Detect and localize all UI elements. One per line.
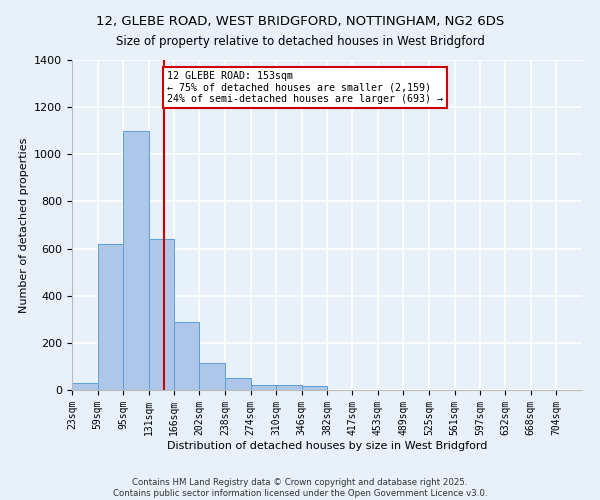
- Bar: [225, 378, 251, 390]
- Bar: [302, 386, 328, 390]
- Bar: [276, 386, 302, 390]
- Bar: [149, 239, 174, 390]
- Bar: [72, 383, 98, 390]
- Bar: [123, 130, 149, 390]
- Bar: [199, 363, 225, 390]
- Text: Size of property relative to detached houses in West Bridgford: Size of property relative to detached ho…: [116, 35, 484, 48]
- Bar: [251, 386, 276, 390]
- Text: 12 GLEBE ROAD: 153sqm
← 75% of detached houses are smaller (2,159)
24% of semi-d: 12 GLEBE ROAD: 153sqm ← 75% of detached …: [167, 70, 443, 104]
- Bar: [98, 244, 123, 390]
- X-axis label: Distribution of detached houses by size in West Bridgford: Distribution of detached houses by size …: [167, 440, 487, 450]
- Bar: [174, 322, 199, 390]
- Y-axis label: Number of detached properties: Number of detached properties: [19, 138, 29, 312]
- Text: Contains HM Land Registry data © Crown copyright and database right 2025.
Contai: Contains HM Land Registry data © Crown c…: [113, 478, 487, 498]
- Text: 12, GLEBE ROAD, WEST BRIDGFORD, NOTTINGHAM, NG2 6DS: 12, GLEBE ROAD, WEST BRIDGFORD, NOTTINGH…: [96, 15, 504, 28]
